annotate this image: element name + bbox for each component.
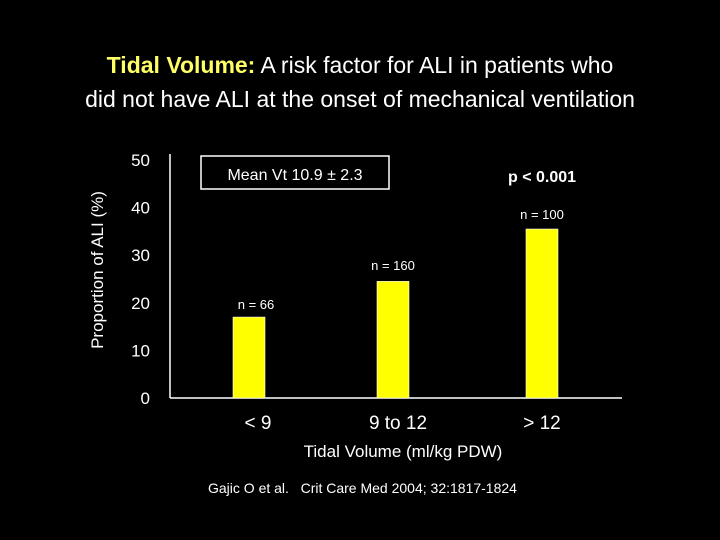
chart-bars <box>232 228 559 399</box>
x-tick-label: > 12 <box>523 413 561 434</box>
y-tick-label: 30 <box>131 246 150 265</box>
y-tick-label: 20 <box>131 294 150 313</box>
annotation-p-value: p < 0.001 <box>508 169 576 186</box>
bar <box>232 316 266 399</box>
chart-labels: n = 66 n = 160 n = 100 < 9 9 to 12 > 12 Tidal … <box>200 155 576 461</box>
y-tick-label: 0 <box>141 389 150 408</box>
bar-n-label: n = 100 <box>520 207 564 222</box>
bar-n-label: n = 160 <box>371 258 415 273</box>
y-tick-label: 40 <box>131 199 150 218</box>
y-tick-label: 50 <box>131 151 150 170</box>
annotation-box <box>200 155 390 190</box>
x-tick-label: 9 to 12 <box>369 413 427 434</box>
y-tick-label: 10 <box>131 341 150 360</box>
citation: Gajic O et al. Crit Care Med 2004; 32:18… <box>208 480 517 496</box>
y-axis-label: Proportion of ALI (%) <box>88 191 107 349</box>
annotation-mean-vt: Mean Vt 10.9 ± 2.3 <box>227 167 362 184</box>
title-highlight: Tidal Volume: <box>106 52 256 78</box>
bar-n-label: n = 66 <box>238 297 275 312</box>
bar <box>525 228 559 399</box>
title-line1: A risk factor for ALI in patients who <box>260 52 614 78</box>
chart-title: Tidal Volume: A risk factor for ALI in p… <box>0 48 720 116</box>
x-tick-label: < 9 <box>245 413 272 434</box>
x-axis-label: Tidal Volume (ml/kg PDW) <box>304 442 503 461</box>
bar <box>376 281 410 399</box>
title-line2: did not have ALI at the onset of mechani… <box>85 86 635 112</box>
